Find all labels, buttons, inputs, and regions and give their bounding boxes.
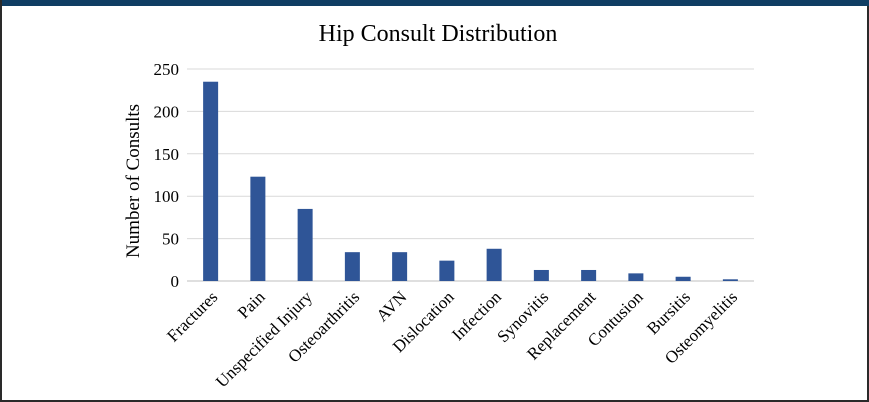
chart-title: Hip Consult Distribution bbox=[319, 21, 558, 47]
x-tick-label: Pain bbox=[234, 287, 269, 322]
bar-unspecified-injury bbox=[297, 208, 313, 281]
y-tick-label: 100 bbox=[154, 187, 180, 206]
x-tick-label: Fractures bbox=[163, 287, 221, 345]
bar-fractures bbox=[203, 81, 219, 281]
y-tick-label: 150 bbox=[154, 145, 180, 164]
y-axis-label: Number of Consults bbox=[123, 104, 144, 258]
bar-bursitis bbox=[675, 276, 691, 281]
y-tick-label: 200 bbox=[154, 102, 180, 121]
bar-synovitis bbox=[533, 269, 549, 281]
y-tick-label: 50 bbox=[162, 230, 179, 249]
y-tick-label: 0 bbox=[171, 272, 180, 291]
x-tick-label: AVN bbox=[373, 287, 411, 325]
gridlines bbox=[187, 68, 754, 282]
bar-osteoarthritis bbox=[344, 252, 360, 281]
bar-infection bbox=[486, 248, 502, 281]
bar-contusion bbox=[628, 273, 644, 281]
bar-replacement bbox=[581, 269, 597, 281]
bars bbox=[203, 81, 738, 281]
bar-osteomyelitis bbox=[722, 279, 738, 281]
bar-avn bbox=[392, 252, 408, 281]
y-tick-label: 250 bbox=[154, 60, 180, 79]
bar-pain bbox=[250, 176, 266, 281]
top-bar bbox=[2, 0, 869, 6]
bar-dislocation bbox=[439, 260, 455, 281]
y-tick-labels: 0 50 100 150 200 250 bbox=[154, 60, 180, 291]
